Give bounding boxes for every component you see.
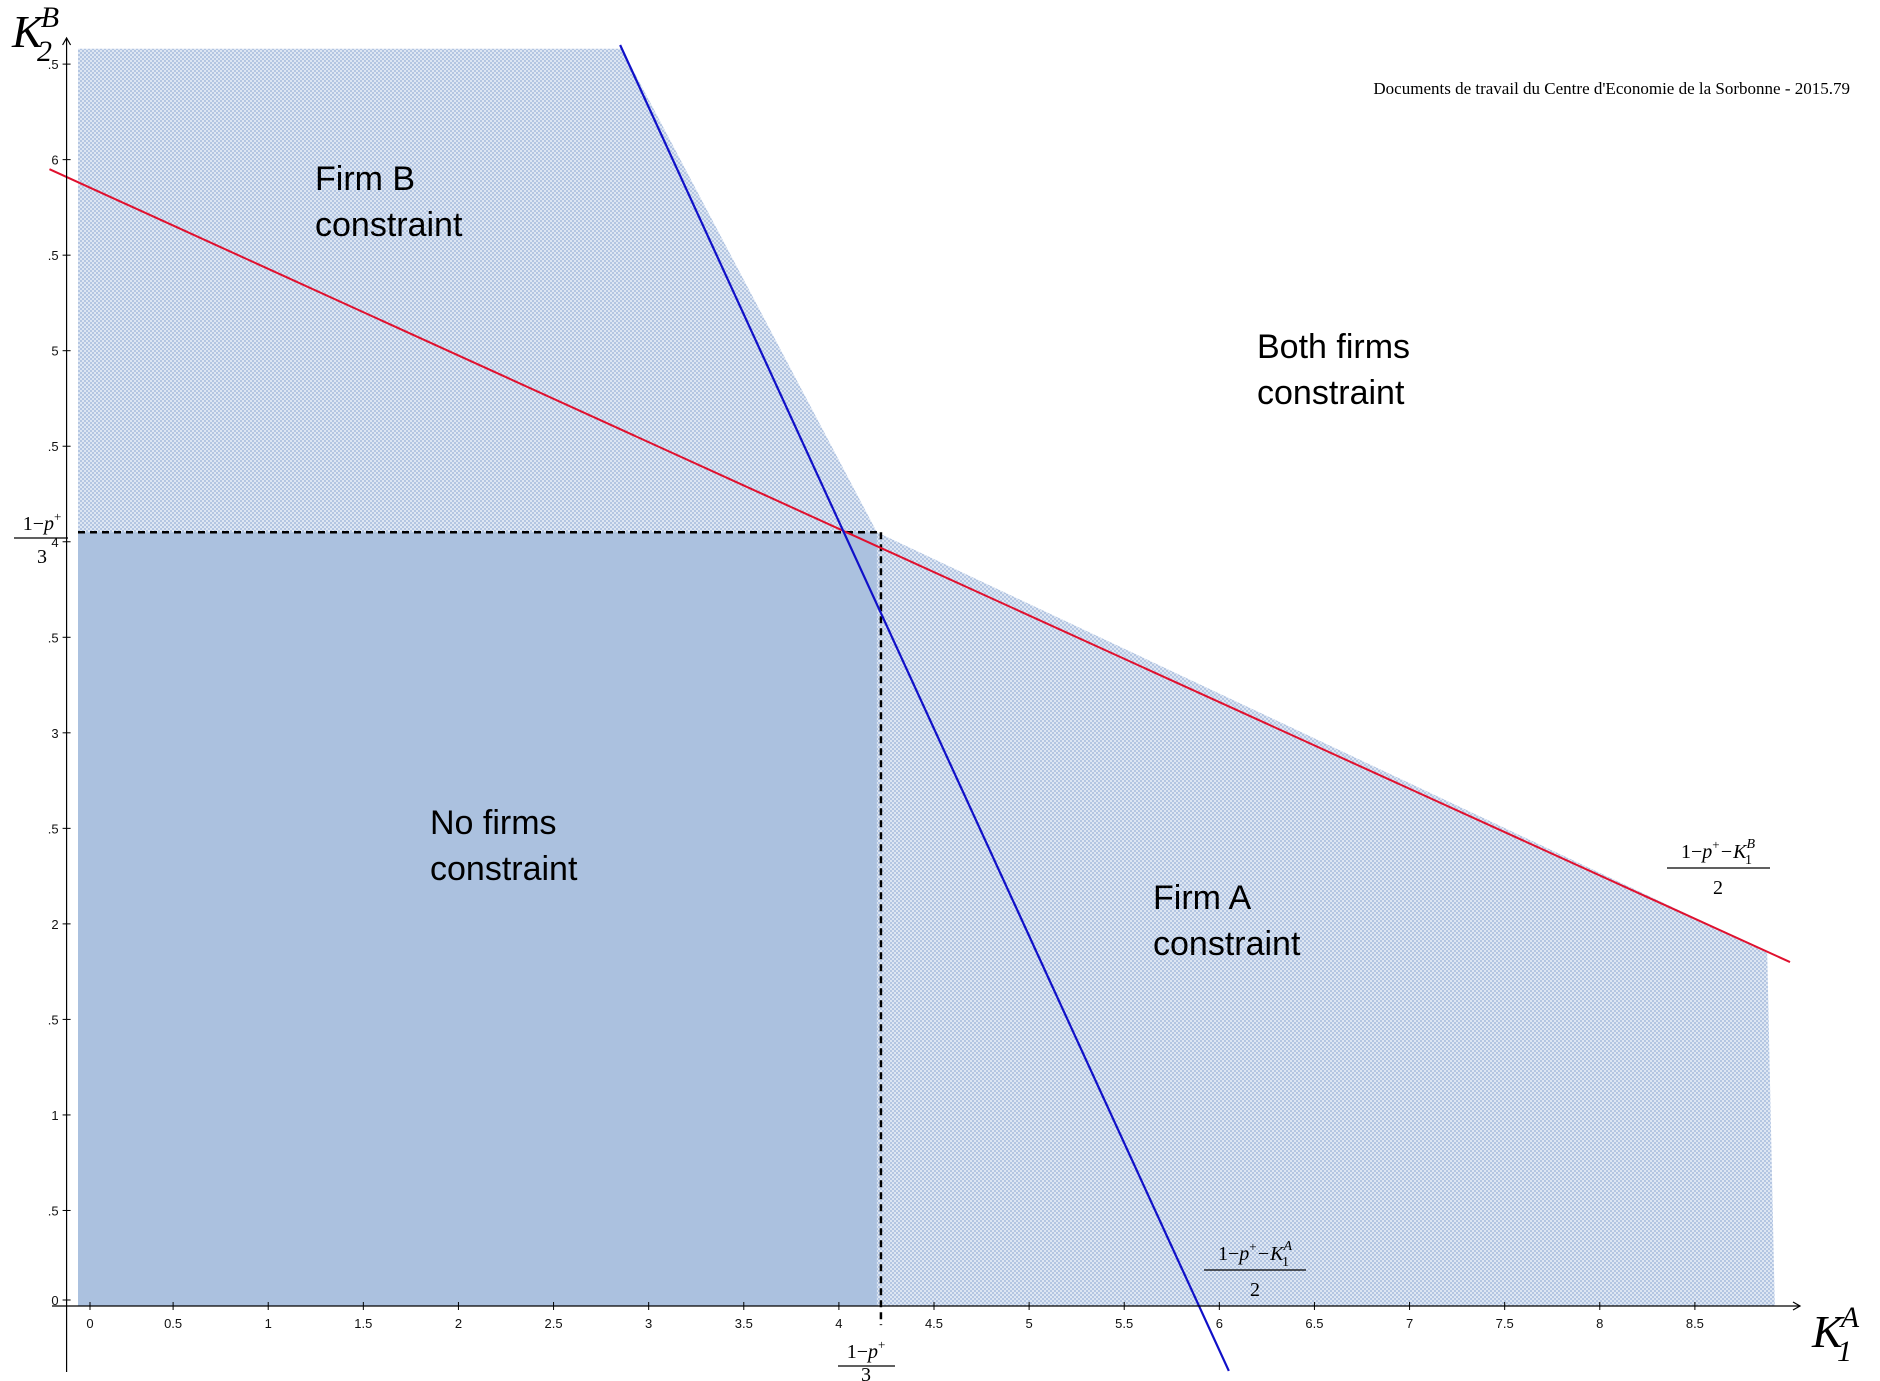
y-threshold-numerator: 1−p+: [23, 509, 62, 535]
x-tick-label: 0.5: [164, 1316, 182, 1331]
firm-a-constraint-line: [619, 44, 1230, 1372]
region-label-none-line2: constraint: [430, 850, 578, 888]
x-threshold-denominator: 3: [861, 1364, 871, 1381]
x-tick-label: 1: [265, 1316, 272, 1331]
y-tick-label: .5: [48, 630, 59, 645]
y-tick-label: 4: [51, 535, 58, 550]
x-tick-label: 7: [1406, 1316, 1413, 1331]
x-axis-label: KA 1: [1811, 1301, 1860, 1368]
x-tick-label: 1.5: [354, 1316, 372, 1331]
x-tick-label: 5: [1025, 1316, 1032, 1331]
region-label-none-line1: No firms: [430, 804, 557, 842]
x-tick-label: 7.5: [1496, 1316, 1514, 1331]
x-threshold-numerator: 1−p+: [847, 1337, 886, 1363]
region-label-firm-a-line1: Firm A: [1153, 879, 1252, 917]
blue-line-label: 1−p+−KA 1 2: [1204, 1239, 1306, 1301]
y-axis-label: KB 2: [11, 1, 59, 68]
region-label-both-line2: constraint: [1257, 374, 1405, 412]
y-tick-label: 2: [51, 917, 58, 932]
x-threshold-label: 1−p+ 3: [838, 1337, 895, 1381]
x-tick-label: 6: [1216, 1316, 1223, 1331]
y-axis-label-sub: 2: [37, 35, 52, 68]
x-tick-label: 2: [455, 1316, 462, 1331]
x-tick-label: 5.5: [1115, 1316, 1133, 1331]
blue-line-label-numerator: 1−p+−KA 1: [1218, 1239, 1292, 1270]
x-tick-label: 8.5: [1686, 1316, 1704, 1331]
y-axis-label-sup: B: [41, 1, 59, 34]
y-tick-label: 3: [51, 726, 58, 741]
x-tick-group: 0 0.5 1 1.5 2 2.5 3 3.5 4 4.5 5 5.5 6 6.5 7 7.5 8 8.5: [86, 1302, 1704, 1331]
x-tick-label: 8: [1596, 1316, 1603, 1331]
y-tick-label: .5: [48, 1203, 59, 1218]
x-tick-label: 0: [86, 1316, 93, 1331]
no-firms-region-shading: [78, 532, 877, 1306]
y-tick-label: .5: [48, 439, 59, 454]
y-tick-label: .5: [48, 1012, 59, 1027]
firm-b-region-shading: [78, 48, 877, 533]
x-axis-label-sup: A: [1839, 1301, 1860, 1334]
y-tick-group: 0 .5 1 .5 2 .5 3 .5 4 .5 5 .5 6 .5: [48, 57, 71, 1308]
region-label-firm-a: Firm A constraint: [1153, 879, 1301, 963]
y-tick-label: 5: [51, 344, 58, 359]
region-label-firm-a-line2: constraint: [1153, 925, 1301, 963]
blue-line-label-denominator: 2: [1250, 1279, 1260, 1301]
y-tick-label: 1: [51, 1108, 58, 1123]
y-tick-label: .5: [48, 248, 59, 263]
x-tick-label: 3: [645, 1316, 652, 1331]
y-tick-label: .5: [48, 57, 59, 72]
y-threshold-denominator: 3: [37, 546, 47, 568]
y-threshold-label: 1−p+ 3: [14, 509, 68, 568]
region-label-none: No firms constraint: [430, 804, 578, 888]
firm-a-region-shading: [876, 532, 1775, 1306]
x-tick-label: 4: [835, 1316, 842, 1331]
y-tick-label: 6: [51, 153, 58, 168]
region-label-firm-b: Firm B constraint: [315, 160, 463, 244]
y-axis-label-base: K: [11, 6, 45, 57]
firm-b-constraint-line: [49, 168, 1791, 964]
red-line-label: 1−p+−KB 1 2: [1667, 837, 1770, 899]
x-axis-arrow: [1792, 1301, 1802, 1311]
x-tick-label: 4.5: [925, 1316, 943, 1331]
region-label-firm-b-line1: Firm B: [315, 160, 415, 198]
region-label-both-line1: Both firms: [1257, 328, 1410, 366]
x-tick-label: 3.5: [735, 1316, 753, 1331]
y-tick-label: 0: [51, 1293, 58, 1308]
red-line-label-denominator: 2: [1713, 877, 1723, 899]
x-axis-label-sub: 1: [1837, 1335, 1852, 1368]
region-label-both: Both firms constraint: [1257, 328, 1420, 412]
red-line-label-numerator: 1−p+−KB 1: [1681, 837, 1755, 868]
x-axis-label-base: K: [1811, 1306, 1845, 1357]
x-tick-label: 2.5: [545, 1316, 563, 1331]
y-axis-arrow: [62, 36, 72, 46]
document-header: Documents de travail du Centre d'Economi…: [1373, 79, 1850, 98]
x-tick-label: 6.5: [1305, 1316, 1323, 1331]
region-label-firm-b-line2: constraint: [315, 206, 463, 244]
y-tick-label: .5: [48, 821, 59, 836]
